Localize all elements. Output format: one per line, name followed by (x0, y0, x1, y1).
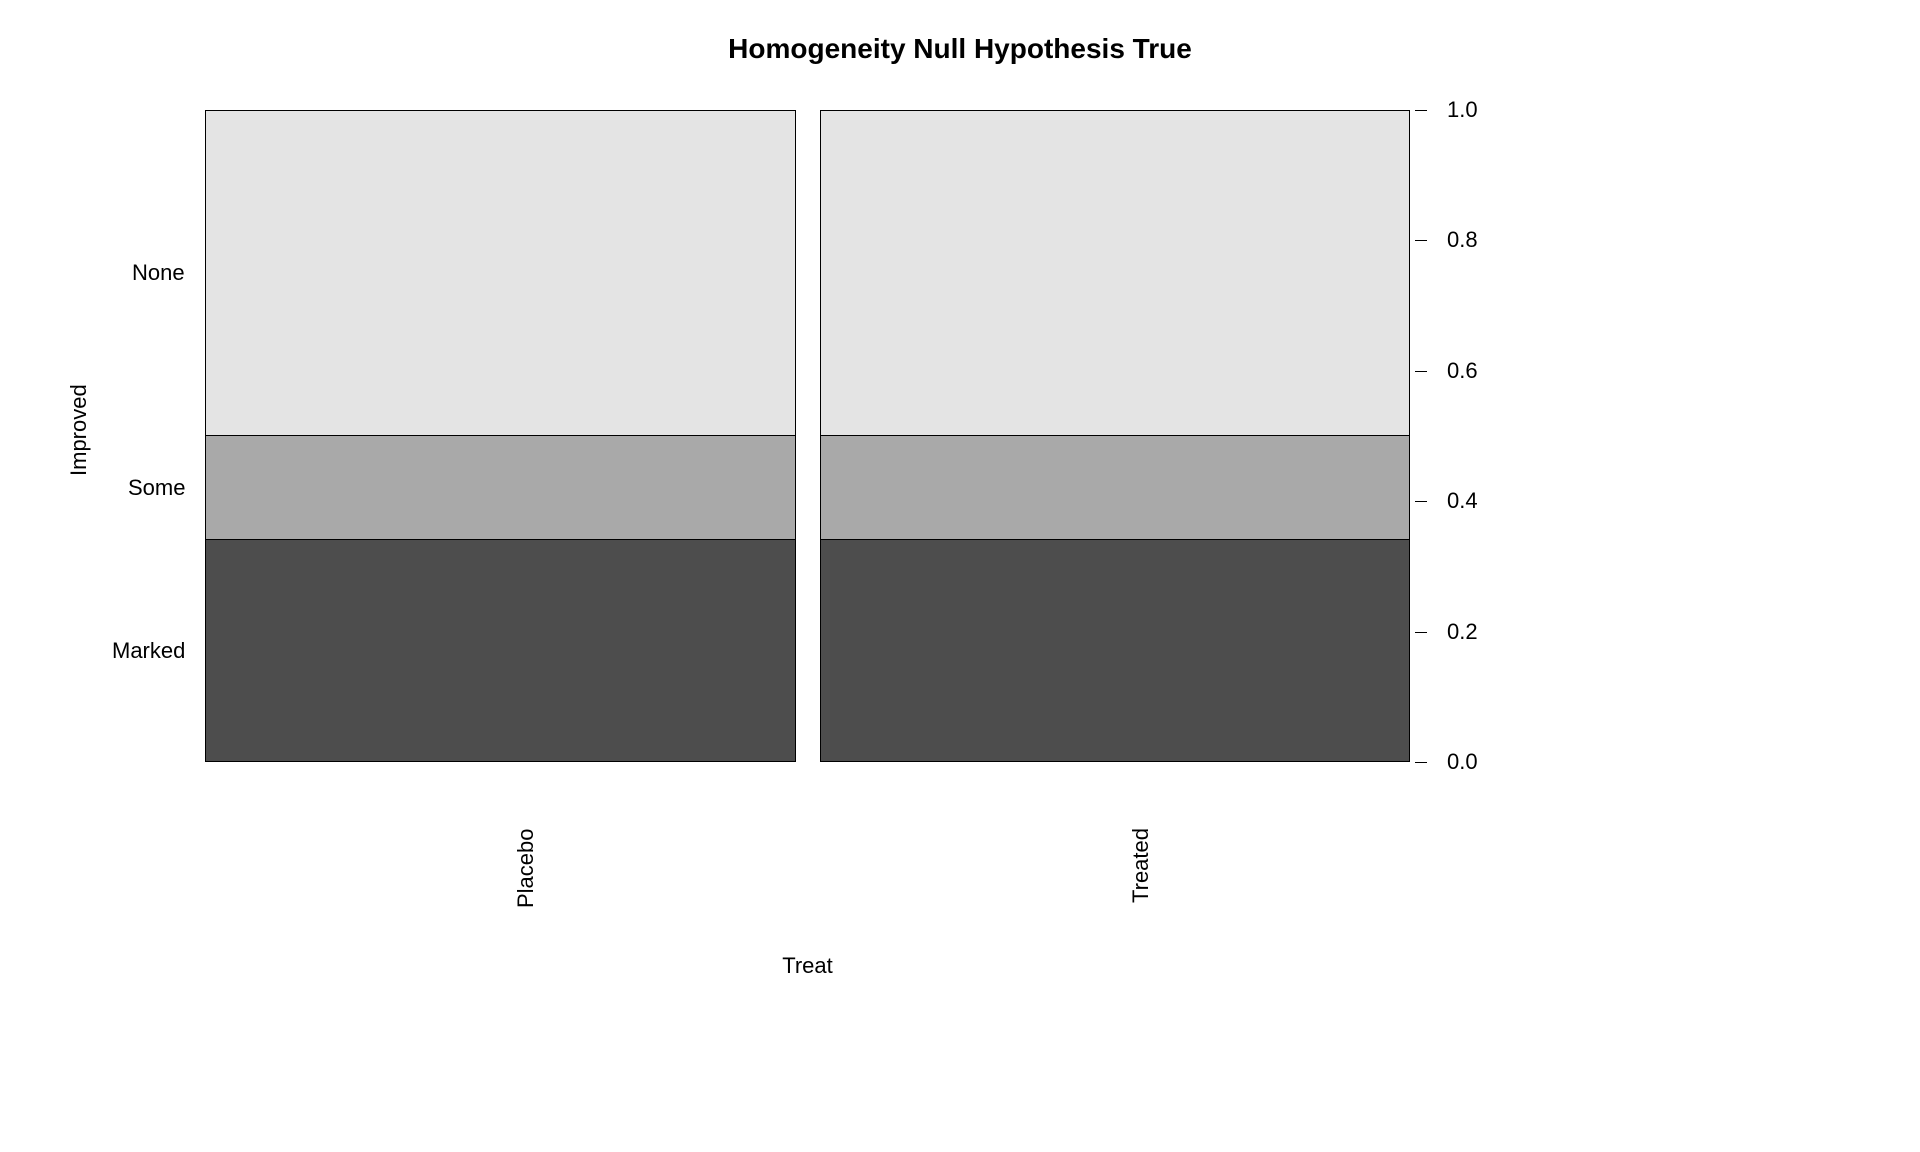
y-tick-label: 0.8 (1447, 227, 1478, 253)
segment-some (206, 436, 795, 540)
y-axis-title: Improved (66, 384, 92, 476)
chart-title: Homogeneity Null Hypothesis True (0, 33, 1920, 65)
segment-marked (206, 540, 795, 761)
y-tick-label: 0.6 (1447, 358, 1478, 384)
plot-area (205, 110, 1410, 762)
column-treated (820, 110, 1411, 762)
y-tick (1415, 371, 1427, 372)
y-tick-label: 0.2 (1447, 619, 1478, 645)
y-tick (1415, 632, 1427, 633)
x-axis-title: Treat (205, 953, 1410, 979)
x-category-label: Placebo (513, 828, 539, 908)
segment-none (206, 111, 795, 436)
segment-none (821, 111, 1410, 436)
y-tick-label: 0.4 (1447, 488, 1478, 514)
column-placebo (205, 110, 796, 762)
y-category-label: Marked (112, 638, 185, 664)
x-category-label: Treated (1128, 828, 1154, 903)
y-tick-label: 1.0 (1447, 97, 1478, 123)
y-tick (1415, 762, 1427, 763)
segment-marked (821, 540, 1410, 761)
y-tick (1415, 240, 1427, 241)
y-category-label: None (132, 260, 185, 286)
y-tick (1415, 110, 1427, 111)
y-tick (1415, 501, 1427, 502)
y-tick-label: 0.0 (1447, 749, 1478, 775)
segment-some (821, 436, 1410, 540)
y-category-label: Some (128, 475, 185, 501)
